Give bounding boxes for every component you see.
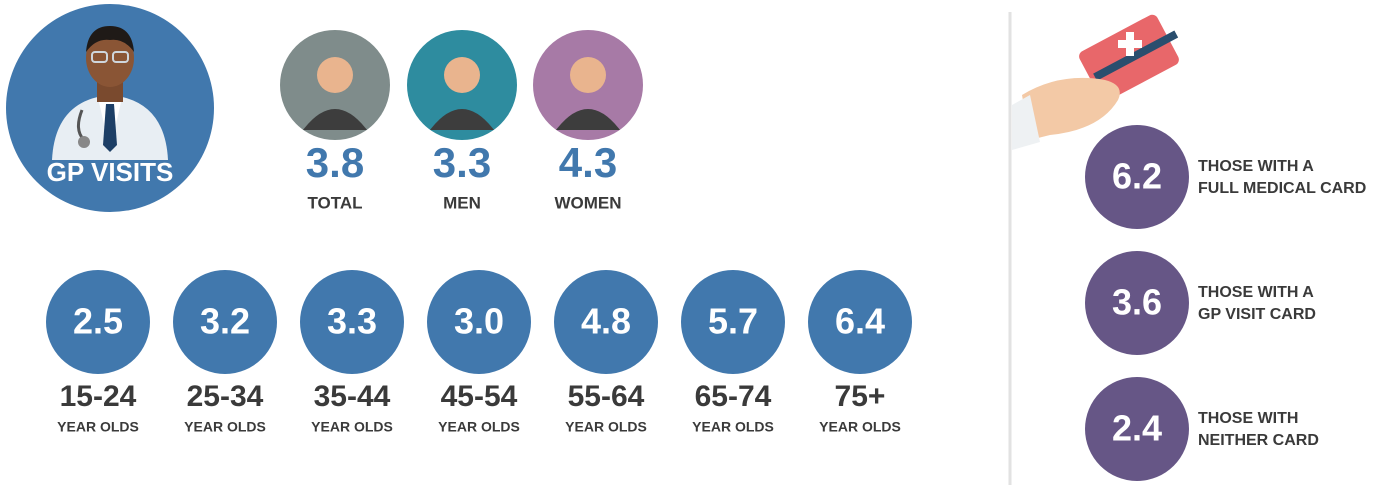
age-circle bbox=[427, 270, 531, 374]
age-circle bbox=[554, 270, 658, 374]
card-label: NEITHER CARD bbox=[1198, 432, 1319, 449]
card-label: FULL MEDICAL CARD bbox=[1198, 180, 1366, 197]
person-head bbox=[317, 57, 353, 93]
age-value: 5.7 bbox=[708, 301, 758, 342]
person-head bbox=[570, 57, 606, 93]
age-range: 35-44 bbox=[314, 380, 391, 413]
group-label: MEN bbox=[443, 193, 481, 212]
age-range: 45-54 bbox=[441, 380, 518, 413]
card-label: THOSE WITH A bbox=[1198, 158, 1314, 175]
group-label: WOMEN bbox=[554, 193, 621, 212]
age-unit: YEAR OLDS bbox=[438, 419, 520, 435]
age-circle bbox=[300, 270, 404, 374]
card-circle bbox=[1085, 125, 1189, 229]
age-circle bbox=[681, 270, 785, 374]
group-value: 3.8 bbox=[306, 139, 364, 186]
age-circle bbox=[46, 270, 150, 374]
card-value: 6.2 bbox=[1112, 156, 1162, 197]
person-body bbox=[556, 109, 620, 130]
group-label: TOTAL bbox=[307, 193, 362, 212]
group-value: 4.3 bbox=[559, 139, 617, 186]
age-value: 6.4 bbox=[835, 301, 885, 342]
person-head bbox=[444, 57, 480, 93]
card-value: 3.6 bbox=[1112, 282, 1162, 323]
person-body bbox=[303, 109, 367, 130]
card-circle bbox=[1085, 377, 1189, 481]
age-range: 55-64 bbox=[568, 380, 645, 413]
age-value: 3.3 bbox=[327, 301, 377, 342]
card-label: THOSE WITH A bbox=[1198, 284, 1314, 301]
age-range: 15-24 bbox=[60, 380, 137, 413]
age-circle bbox=[808, 270, 912, 374]
main-title: GP VISITS bbox=[47, 157, 174, 187]
age-unit: YEAR OLDS bbox=[819, 419, 901, 435]
age-circle bbox=[173, 270, 277, 374]
age-range: 75+ bbox=[835, 380, 886, 413]
person-body bbox=[430, 109, 494, 130]
age-value: 3.0 bbox=[454, 301, 504, 342]
card-circle bbox=[1085, 251, 1189, 355]
card-icon bbox=[1012, 14, 1179, 150]
age-value: 3.2 bbox=[200, 301, 250, 342]
age-unit: YEAR OLDS bbox=[184, 419, 266, 435]
age-value: 2.5 bbox=[73, 301, 123, 342]
age-value: 4.8 bbox=[581, 301, 631, 342]
age-unit: YEAR OLDS bbox=[57, 419, 139, 435]
card-value: 2.4 bbox=[1112, 408, 1162, 449]
age-range: 65-74 bbox=[695, 380, 772, 413]
age-range: 25-34 bbox=[187, 380, 264, 413]
age-unit: YEAR OLDS bbox=[692, 419, 774, 435]
age-unit: YEAR OLDS bbox=[565, 419, 647, 435]
age-unit: YEAR OLDS bbox=[311, 419, 393, 435]
group-value: 3.3 bbox=[433, 139, 491, 186]
card-label: THOSE WITH bbox=[1198, 410, 1298, 427]
card-label: GP VISIT CARD bbox=[1198, 306, 1316, 323]
doctor-icon bbox=[52, 26, 168, 160]
